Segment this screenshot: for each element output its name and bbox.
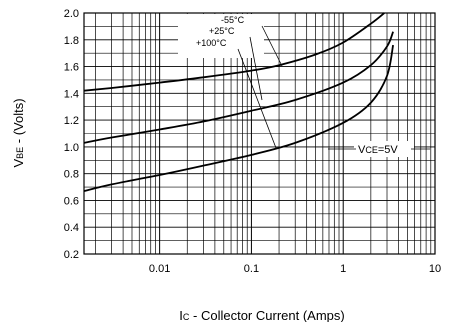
- series-line-0: [83, 12, 385, 92]
- x-tick-label: 0.1: [244, 263, 259, 275]
- x-tick-label: 10: [429, 263, 441, 275]
- y-axis-title: VBE - (Volts): [11, 98, 26, 167]
- legend-label-minus55: -55°C: [221, 15, 245, 25]
- y-tick-label: 0.6: [64, 195, 79, 207]
- legend-label-plus100: +100°C: [196, 38, 227, 48]
- annotations: -55°C +25°C +100°C VCE=5V: [178, 14, 430, 157]
- y-tick-label: 0.4: [64, 222, 79, 234]
- leader-plus100: [237, 48, 277, 149]
- x-tick-label: 1: [340, 263, 346, 275]
- x-axis-title: IC - Collector Current (Amps): [179, 308, 344, 322]
- leader-plus25: [249, 36, 263, 101]
- y-tick-label: 1.2: [64, 115, 79, 127]
- legend-box: [178, 14, 264, 58]
- x-tick-label: 0.01: [149, 263, 170, 275]
- series-line-1: [83, 31, 394, 144]
- plot-frame: [83, 12, 436, 255]
- x-tick-labels: 0.01 0.1 1 10: [149, 263, 441, 275]
- y-tick-label: 1.6: [64, 62, 79, 74]
- vce-label: VCE=5V: [358, 144, 398, 156]
- series-lines: [83, 12, 394, 192]
- y-tick-label: 0.2: [64, 249, 79, 261]
- y-tick-label: 1.8: [64, 35, 79, 47]
- legend-label-plus25: +25°C: [209, 26, 235, 36]
- series-line-2: [83, 44, 394, 192]
- y-tick-label: 0.8: [64, 169, 79, 181]
- y-tick-labels: 0.2 0.4 0.6 0.8 1.0 1.2 1.4 1.6 1.8 2.0: [64, 8, 79, 261]
- vce-label-box: [354, 141, 414, 157]
- leader-minus55: [261, 25, 283, 67]
- y-tick-label: 1.0: [64, 142, 79, 154]
- y-tick-label: 2.0: [64, 8, 79, 20]
- y-tick-label: 1.4: [64, 88, 79, 100]
